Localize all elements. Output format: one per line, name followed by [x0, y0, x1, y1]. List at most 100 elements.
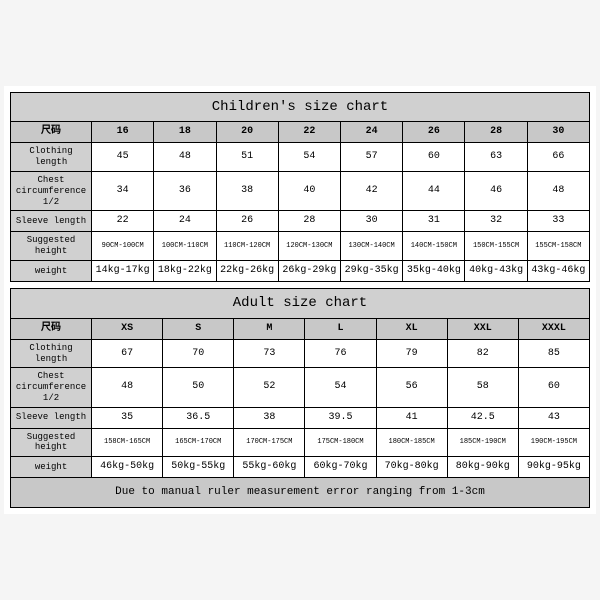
- adult-cell: 46kg-50kg: [92, 457, 163, 478]
- children-size-h1: 18: [154, 122, 216, 143]
- children-cell: 140CM-150CM: [403, 232, 465, 261]
- adult-cell: 60kg-70kg: [305, 457, 376, 478]
- children-row-label: weight: [11, 260, 92, 281]
- adult-row-label: Clothing length: [11, 339, 92, 368]
- children-cell: 26kg-29kg: [278, 260, 340, 281]
- adult-row: Sleeve length3536.53839.54142.543: [11, 407, 590, 428]
- children-cell: 14kg-17kg: [92, 260, 154, 281]
- adult-cell: 41: [376, 407, 447, 428]
- adult-size-h5: XXL: [447, 318, 518, 339]
- children-cell: 26: [216, 211, 278, 232]
- adult-title: Adult size chart: [11, 288, 590, 318]
- adult-cell: 48: [92, 368, 163, 407]
- adult-cell: 82: [447, 339, 518, 368]
- children-cell: 110CM-120CM: [216, 232, 278, 261]
- adult-cell: 50kg-55kg: [163, 457, 234, 478]
- measurement-note: Due to manual ruler measurement error ra…: [11, 478, 590, 508]
- adult-cell: 67: [92, 339, 163, 368]
- children-size-h3: 22: [278, 122, 340, 143]
- children-cell: 155CM-158CM: [527, 232, 589, 261]
- children-title-row: Children's size chart: [11, 92, 590, 122]
- children-row-label: Sleeve length: [11, 211, 92, 232]
- adult-cell: 158CM-165CM: [92, 428, 163, 457]
- adult-size-h6: XXXL: [518, 318, 589, 339]
- children-size-h4: 24: [340, 122, 402, 143]
- children-size-h6: 28: [465, 122, 527, 143]
- adult-cell: 43: [518, 407, 589, 428]
- children-cell: 24: [154, 211, 216, 232]
- adult-cell: 190CM-195CM: [518, 428, 589, 457]
- adult-row: Chest circumference 1/248505254565860: [11, 368, 590, 407]
- adult-cell: 42.5: [447, 407, 518, 428]
- children-cell: 38: [216, 171, 278, 210]
- children-cell: 42: [340, 171, 402, 210]
- children-row-label: Suggested height: [11, 232, 92, 261]
- adult-cell: 39.5: [305, 407, 376, 428]
- children-row: Suggested height90CM-100CM100CM-110CM110…: [11, 232, 590, 261]
- children-header-row: 尺码 16 18 20 22 24 26 28 30: [11, 122, 590, 143]
- adult-cell: 60: [518, 368, 589, 407]
- children-cell: 150CM-155CM: [465, 232, 527, 261]
- adult-row-label: weight: [11, 457, 92, 478]
- children-row: Chest circumference 1/23436384042444648: [11, 171, 590, 210]
- adult-cell: 180CM-185CM: [376, 428, 447, 457]
- children-cell: 33: [527, 211, 589, 232]
- adult-size-h1: S: [163, 318, 234, 339]
- adult-cell: 54: [305, 368, 376, 407]
- adult-cell: 70kg-80kg: [376, 457, 447, 478]
- adult-cell: 56: [376, 368, 447, 407]
- adult-cell: 36.5: [163, 407, 234, 428]
- adult-row: Clothing length67707376798285: [11, 339, 590, 368]
- adult-cell: 58: [447, 368, 518, 407]
- adult-title-row: Adult size chart: [11, 288, 590, 318]
- adult-cell: 38: [234, 407, 305, 428]
- adult-cell: 35: [92, 407, 163, 428]
- adult-cell: 50: [163, 368, 234, 407]
- children-cell: 100CM-110CM: [154, 232, 216, 261]
- children-cell: 18kg-22kg: [154, 260, 216, 281]
- children-size-h0: 16: [92, 122, 154, 143]
- children-cell: 31: [403, 211, 465, 232]
- adult-row-label: Chest circumference 1/2: [11, 368, 92, 407]
- children-row: Clothing length4548515457606366: [11, 143, 590, 172]
- adult-cell: 185CM-190CM: [447, 428, 518, 457]
- children-cell: 32: [465, 211, 527, 232]
- adult-cell: 73: [234, 339, 305, 368]
- children-cell: 66: [527, 143, 589, 172]
- children-row-label: Clothing length: [11, 143, 92, 172]
- children-cell: 120CM-130CM: [278, 232, 340, 261]
- adult-row: Suggested height158CM-165CM165CM-170CM17…: [11, 428, 590, 457]
- children-size-h2: 20: [216, 122, 278, 143]
- children-cell: 45: [92, 143, 154, 172]
- children-cell: 51: [216, 143, 278, 172]
- children-cell: 36: [154, 171, 216, 210]
- children-cell: 30: [340, 211, 402, 232]
- adult-cell: 85: [518, 339, 589, 368]
- children-size-h5: 26: [403, 122, 465, 143]
- children-row: Sleeve length2224262830313233: [11, 211, 590, 232]
- children-cell: 130CM-140CM: [340, 232, 402, 261]
- children-cell: 54: [278, 143, 340, 172]
- children-row: weight14kg-17kg18kg-22kg22kg-26kg26kg-29…: [11, 260, 590, 281]
- adult-size-h4: XL: [376, 318, 447, 339]
- adult-cell: 175CM-180CM: [305, 428, 376, 457]
- children-cell: 90CM-100CM: [92, 232, 154, 261]
- adult-size-h2: M: [234, 318, 305, 339]
- children-cell: 44: [403, 171, 465, 210]
- adult-cell: 52: [234, 368, 305, 407]
- children-cell: 48: [154, 143, 216, 172]
- children-row-label: Chest circumference 1/2: [11, 171, 92, 210]
- adult-cell: 90kg-95kg: [518, 457, 589, 478]
- children-cell: 29kg-35kg: [340, 260, 402, 281]
- children-cell: 34: [92, 171, 154, 210]
- adult-row: weight46kg-50kg50kg-55kg55kg-60kg60kg-70…: [11, 457, 590, 478]
- children-cell: 40kg-43kg: [465, 260, 527, 281]
- children-cell: 22kg-26kg: [216, 260, 278, 281]
- adult-row-label: Sleeve length: [11, 407, 92, 428]
- adult-header-row: 尺码 XS S M L XL XXL XXXL: [11, 318, 590, 339]
- children-cell: 43kg-46kg: [527, 260, 589, 281]
- adult-cell: 80kg-90kg: [447, 457, 518, 478]
- children-size-table: Children's size chart 尺码 16 18 20 22 24 …: [10, 92, 590, 282]
- children-cell: 60: [403, 143, 465, 172]
- adult-row-label: Suggested height: [11, 428, 92, 457]
